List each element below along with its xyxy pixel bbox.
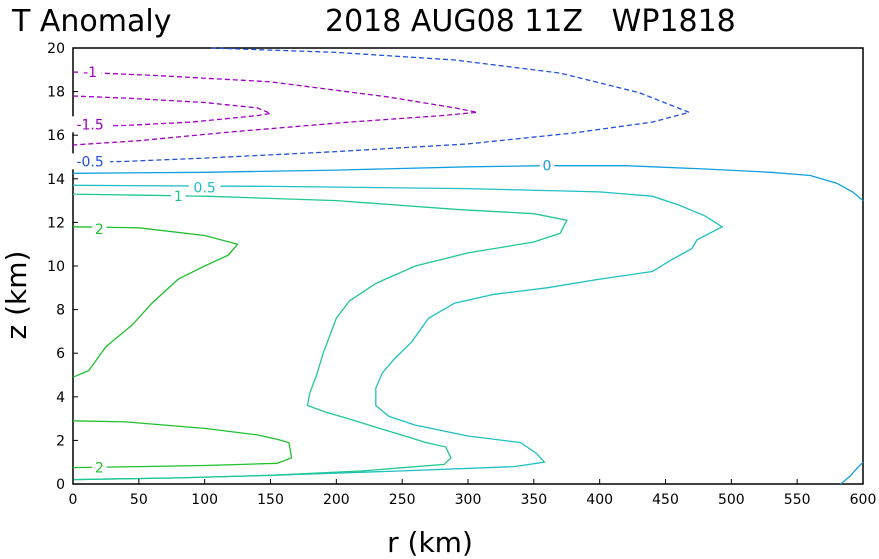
x-tick-label: 500 xyxy=(718,492,745,508)
y-tick-label: 6 xyxy=(56,346,65,362)
x-tick-label: 400 xyxy=(586,492,613,508)
contour-label: 2 xyxy=(95,461,104,477)
y-tick-label: 4 xyxy=(56,390,65,406)
y-tick-label: 20 xyxy=(47,41,65,57)
x-tick-label: 300 xyxy=(455,492,482,508)
contour-line-2 xyxy=(72,420,293,469)
contour-label-background xyxy=(92,459,107,476)
contour-label-background xyxy=(78,63,102,80)
x-tick-label: 600 xyxy=(850,492,877,508)
contour-label: 0.5 xyxy=(194,181,216,197)
contour-lines xyxy=(72,47,864,485)
contour-line-neg0p5 xyxy=(72,47,692,164)
contour-label: -1.5 xyxy=(76,117,103,133)
contour-label-background xyxy=(70,153,111,170)
contour-line-0 xyxy=(72,165,864,202)
contour-label-background xyxy=(539,157,555,174)
contour-label-background xyxy=(92,220,107,237)
contour-label: 0 xyxy=(543,159,552,175)
y-tick-label: 10 xyxy=(47,259,65,275)
y-axis-ticks: 0 2 4 6 8 10 12 14 16 18 20 xyxy=(47,41,78,493)
x-tick-label: 450 xyxy=(652,492,679,508)
y-tick-label: 12 xyxy=(47,215,65,231)
chart-title-right: 2018 AUG08 11Z WP1818 xyxy=(325,4,736,39)
y-tick-label: 8 xyxy=(56,303,65,319)
y-tick-label: 18 xyxy=(47,85,65,101)
contour-line-1 xyxy=(72,193,568,481)
contour-labels: -1.5 -1 -0.5 0 0.5 1 2 2 xyxy=(70,63,555,477)
y-tick-label: 16 xyxy=(47,128,65,144)
x-axis-label: r (km) xyxy=(387,526,473,559)
x-tick-label: 550 xyxy=(784,492,811,508)
contour-line-0 xyxy=(840,461,864,485)
contour-line-neg1p5 xyxy=(72,95,273,128)
x-tick-label: 200 xyxy=(323,492,350,508)
plot-area: -1.5 -1 -0.5 0 0.5 1 2 2 xyxy=(70,47,864,485)
y-tick-label: 0 xyxy=(56,477,65,493)
y-axis-label: z (km) xyxy=(0,251,33,340)
contour-label: -1 xyxy=(83,65,97,81)
x-tick-label: 50 xyxy=(130,492,148,508)
contour-label: 1 xyxy=(174,189,183,205)
x-axis-ticks: 0 50 100 150 200 250 300 350 400 450 500 550 600 xyxy=(69,479,877,508)
x-tick-label: 0 xyxy=(69,492,78,508)
chart-title-left: T Anomaly xyxy=(11,4,171,39)
contour-line-neg1 xyxy=(72,71,478,146)
contour-line-0p5 xyxy=(72,184,724,481)
contour-label-background xyxy=(171,188,186,205)
x-tick-label: 250 xyxy=(389,492,416,508)
x-tick-label: 100 xyxy=(191,492,218,508)
y-tick-label: 2 xyxy=(56,433,65,449)
contour-label: 2 xyxy=(95,222,104,238)
y-tick-label: 14 xyxy=(47,172,65,188)
x-tick-label: 150 xyxy=(257,492,284,508)
contour-label-background xyxy=(188,179,221,196)
x-tick-label: 350 xyxy=(520,492,547,508)
contour-line-2 xyxy=(72,226,239,378)
contour-label-background xyxy=(70,116,111,133)
contour-label: -0.5 xyxy=(76,154,103,170)
